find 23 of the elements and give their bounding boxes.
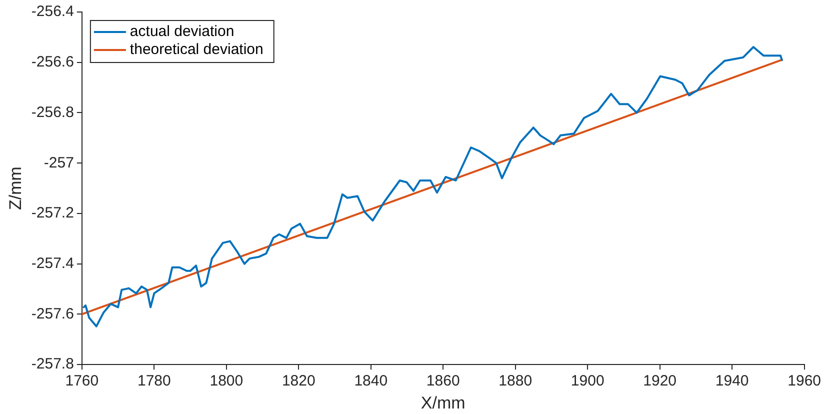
y-tick-label: -257.6 xyxy=(31,305,74,322)
y-tick-label: -256.4 xyxy=(31,3,74,20)
y-tick-label: -257.8 xyxy=(31,356,74,373)
legend-label: theoretical deviation xyxy=(130,41,264,58)
y-tick-label: -257.4 xyxy=(31,255,74,272)
y-tick-label: -256.8 xyxy=(31,104,74,121)
x-tick-label: 1820 xyxy=(282,372,316,390)
y-tick-label: -257.2 xyxy=(31,204,74,222)
x-tick-label: 1860 xyxy=(426,372,460,390)
x-tick-label: 1940 xyxy=(715,372,749,390)
legend-label: actual deviation xyxy=(130,23,234,40)
y-tick-label: -256.6 xyxy=(31,54,74,71)
x-tick-label: 1800 xyxy=(210,372,244,390)
x-tick-label: 1960 xyxy=(788,372,822,390)
x-tick-label: 1920 xyxy=(643,372,677,390)
x-tick-label: 1840 xyxy=(354,372,388,390)
x-axis-title: X/mm xyxy=(420,393,466,412)
x-tick-label: 1880 xyxy=(498,372,532,390)
y-axis-title: Z/mm xyxy=(6,166,25,210)
x-tick-label: 1900 xyxy=(570,372,604,390)
x-tick-label: 1760 xyxy=(65,372,99,390)
x-tick-label: 1780 xyxy=(137,372,171,390)
y-tick-label: -257 xyxy=(44,154,74,172)
